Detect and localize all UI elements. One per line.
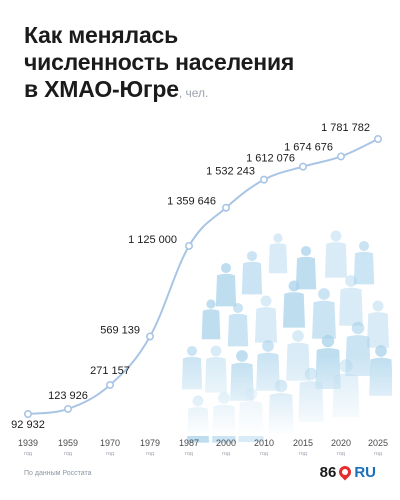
person-silhouette: [324, 230, 348, 278]
person-silhouette: [339, 275, 363, 326]
value-label: 1 612 076: [246, 153, 295, 165]
data-point: [23, 409, 32, 418]
value-label: 92 932: [11, 419, 45, 431]
x-tick-label: 1959: [58, 438, 78, 448]
person-silhouette: [312, 288, 336, 339]
value-label-group: 92 932 123 926 271 157 569 139 1 125 000 1 35…: [11, 122, 370, 431]
data-point: [260, 175, 269, 184]
data-point: [298, 162, 307, 171]
x-tick-label: 1979: [140, 438, 160, 448]
x-tick-sublabel: год: [64, 451, 73, 457]
person-silhouette: [227, 302, 249, 347]
page-title: Как менялась численность населения в ХМА…: [24, 22, 354, 107]
x-tick-sublabel: год: [337, 451, 346, 457]
x-tick-label: 1939: [18, 438, 38, 448]
data-point: [222, 203, 231, 212]
source-note: По данным Росстата: [24, 470, 92, 477]
title-line-3-text: в ХМАО-Югре: [24, 76, 179, 102]
title-line-1: Как менялась: [24, 22, 179, 48]
value-label: 1 532 243: [206, 166, 255, 178]
x-tick-label: 2020: [331, 438, 351, 448]
title-line-2: численность населения: [24, 49, 295, 75]
data-point: [106, 380, 115, 389]
value-label: 123 926: [48, 390, 88, 402]
x-tick-label: 2025: [368, 438, 388, 448]
map-pin-icon: [336, 463, 354, 481]
value-label: 1 674 676: [284, 141, 333, 153]
series-line-group: [27, 138, 379, 415]
data-point: [63, 404, 72, 413]
x-tick-label: 2000: [216, 438, 236, 448]
infographic-card: Как менялась численность населения в ХМА…: [6, 6, 392, 492]
person-silhouette: [241, 250, 263, 295]
person-silhouette: [295, 245, 317, 290]
title-unit: , чел.: [178, 86, 209, 100]
value-label: 1 125 000: [128, 234, 177, 246]
logo-suffix: RU: [354, 463, 376, 481]
value-label: 569 139: [100, 324, 140, 336]
x-tick-sublabel: год: [222, 451, 231, 457]
data-point: [336, 152, 345, 161]
x-tick-sublabel: год: [260, 451, 269, 457]
x-tick-sublabel: год: [24, 451, 33, 457]
data-point: [373, 135, 382, 144]
x-tick-label: 1987: [179, 438, 199, 448]
value-label: 271 157: [90, 365, 130, 377]
person-silhouette: [268, 233, 288, 274]
x-tick-label: 2015: [293, 438, 313, 448]
person-silhouette: [254, 295, 278, 343]
x-tick-sublabel: год: [185, 451, 194, 457]
x-tick-label: 2010: [254, 438, 274, 448]
person-silhouette: [215, 262, 237, 307]
value-label: 1 781 782: [321, 122, 370, 134]
value-label: 1 359 646: [167, 196, 216, 208]
data-point: [146, 332, 155, 341]
series-line: [27, 138, 379, 415]
person-silhouette: [282, 280, 306, 328]
person-silhouette: [353, 240, 375, 285]
title-line-3: в ХМАО-Югре, чел.: [24, 76, 354, 107]
x-tick-sublabel: год: [374, 451, 383, 457]
x-axis: 1939 год 1959 год 1970 год 1979 год 1987 год 2000 г…: [18, 438, 388, 457]
x-tick-sublabel: год: [106, 451, 115, 457]
population-line-chart: 92 932 123 926 271 157 569 139 1 125 000 1 35…: [11, 122, 392, 457]
x-tick-label: 1970: [100, 438, 120, 448]
person-silhouette: [201, 299, 221, 340]
brand-logo[interactable]: 86 RU: [320, 463, 376, 481]
marker-group: [23, 135, 382, 418]
data-point: [185, 241, 194, 250]
x-tick-sublabel: год: [299, 451, 308, 457]
crowd-fade-overlay: [166, 356, 392, 436]
x-tick-sublabel: год: [146, 451, 155, 457]
logo-number: 86: [319, 463, 337, 481]
person-silhouette: [366, 300, 390, 348]
